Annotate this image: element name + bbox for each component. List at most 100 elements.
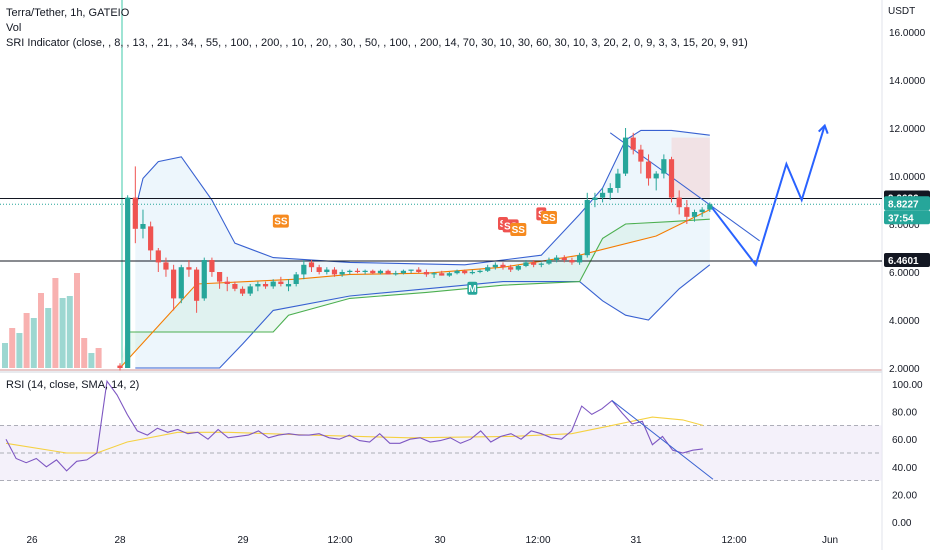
candle-body[interactable] xyxy=(638,149,644,162)
candle-body[interactable] xyxy=(255,284,261,287)
symbol-title[interactable]: Terra/Tether, 1h, GATEIO xyxy=(6,7,130,19)
candle-body[interactable] xyxy=(439,273,445,276)
candle-body[interactable] xyxy=(270,281,276,287)
volume-bar xyxy=(45,308,52,368)
candle-body[interactable] xyxy=(308,262,315,268)
candle-body[interactable] xyxy=(569,260,575,263)
candle-body[interactable] xyxy=(171,269,177,299)
candle-body[interactable] xyxy=(668,159,675,198)
candle-body[interactable] xyxy=(278,281,284,284)
volume-bar xyxy=(38,293,44,368)
candle-body[interactable] xyxy=(239,288,246,294)
candle-body[interactable] xyxy=(324,269,330,272)
candle-body[interactable] xyxy=(416,269,422,272)
candle-body[interactable] xyxy=(262,284,269,287)
candle-body[interactable] xyxy=(163,262,169,270)
candle-body[interactable] xyxy=(385,270,391,275)
candle-body[interactable] xyxy=(645,161,652,179)
candle-body[interactable] xyxy=(194,269,200,301)
signal-tag-bg[interactable] xyxy=(540,211,557,224)
candle-body[interactable] xyxy=(186,267,192,270)
candle-body[interactable] xyxy=(224,281,230,284)
candle-body[interactable] xyxy=(630,137,636,150)
candle-body[interactable] xyxy=(140,224,146,229)
time-axis-label: 29 xyxy=(237,535,249,546)
candle-body[interactable] xyxy=(615,173,621,188)
candle-body[interactable] xyxy=(691,212,698,217)
support-line xyxy=(127,218,710,333)
signal-tag-bg[interactable] xyxy=(467,281,478,295)
candle-body[interactable] xyxy=(462,270,468,274)
candle-body[interactable] xyxy=(622,137,629,174)
price-tag-bg xyxy=(884,196,930,211)
candle-body[interactable] xyxy=(561,257,567,260)
time-axis-label: 30 xyxy=(434,535,446,546)
signal-tag-bg[interactable] xyxy=(272,214,289,228)
candle-body[interactable] xyxy=(408,269,414,271)
candle-body[interactable] xyxy=(684,207,690,217)
candle-body[interactable] xyxy=(554,257,560,260)
candle-body[interactable] xyxy=(301,264,307,275)
candle-body[interactable] xyxy=(446,273,452,276)
candle-body[interactable] xyxy=(331,269,338,275)
candle-body[interactable] xyxy=(431,273,437,275)
candle-body[interactable] xyxy=(607,188,613,193)
rsi-ma-line xyxy=(5,416,704,454)
candle-body[interactable] xyxy=(653,173,659,179)
candle-body[interactable] xyxy=(469,272,475,274)
candle-body[interactable] xyxy=(599,192,606,198)
candle-body[interactable] xyxy=(293,274,299,284)
candle-body[interactable] xyxy=(508,267,514,270)
candle-body[interactable] xyxy=(577,255,583,263)
candle-body[interactable] xyxy=(216,272,223,282)
candle-body[interactable] xyxy=(393,273,399,275)
candle-body[interactable] xyxy=(354,270,361,272)
candle-body[interactable] xyxy=(500,264,506,268)
candle-body[interactable] xyxy=(247,286,253,294)
price-axis-tick: 8.0000 xyxy=(889,220,920,231)
candle-body[interactable] xyxy=(676,197,682,208)
candle-body[interactable] xyxy=(423,272,429,275)
signal-tag-bg[interactable] xyxy=(510,223,527,236)
candle-body[interactable] xyxy=(661,159,667,174)
candle-body[interactable] xyxy=(707,204,713,210)
candle-body[interactable] xyxy=(316,267,322,272)
candle-body[interactable] xyxy=(584,200,590,256)
candle-body[interactable] xyxy=(400,270,407,274)
candle-body[interactable] xyxy=(285,284,292,287)
candle-body[interactable] xyxy=(155,250,161,263)
candle-body[interactable] xyxy=(117,365,123,368)
candle-body[interactable] xyxy=(531,262,537,265)
candle-body[interactable] xyxy=(477,270,483,272)
candle-body[interactable] xyxy=(592,197,598,200)
candle-body[interactable] xyxy=(125,197,131,368)
candle-body[interactable] xyxy=(515,266,521,270)
volume-legend[interactable]: Vol xyxy=(6,22,22,34)
rsi-trendline[interactable] xyxy=(611,400,714,480)
candle-body[interactable] xyxy=(377,270,384,274)
volume-bar xyxy=(74,273,80,368)
candle-body[interactable] xyxy=(370,270,376,274)
candle-body[interactable] xyxy=(339,272,345,275)
projection-path[interactable] xyxy=(709,125,826,267)
candle-body[interactable] xyxy=(178,267,184,299)
candle-body[interactable] xyxy=(492,264,498,268)
candle-body[interactable] xyxy=(232,284,238,289)
candle-body[interactable] xyxy=(148,226,154,251)
candle-body[interactable] xyxy=(347,270,353,272)
candle-body[interactable] xyxy=(485,267,491,271)
candle-body[interactable] xyxy=(454,270,460,274)
candle-body[interactable] xyxy=(523,262,529,266)
candle-body[interactable] xyxy=(209,260,215,272)
candle-body[interactable] xyxy=(546,260,552,264)
candle-body[interactable] xyxy=(201,260,207,299)
candle-body[interactable] xyxy=(362,270,368,272)
candle-body[interactable] xyxy=(132,197,138,229)
descending-trendline[interactable] xyxy=(609,132,760,242)
candle-body[interactable] xyxy=(538,263,544,265)
candle-body[interactable] xyxy=(699,209,705,212)
rsi-legend[interactable]: RSI (14, close, SMA, 14, 2) xyxy=(6,379,140,391)
sri-indicator-legend[interactable]: SRI Indicator (close, , 8, , 13, , 21, ,… xyxy=(6,37,748,49)
